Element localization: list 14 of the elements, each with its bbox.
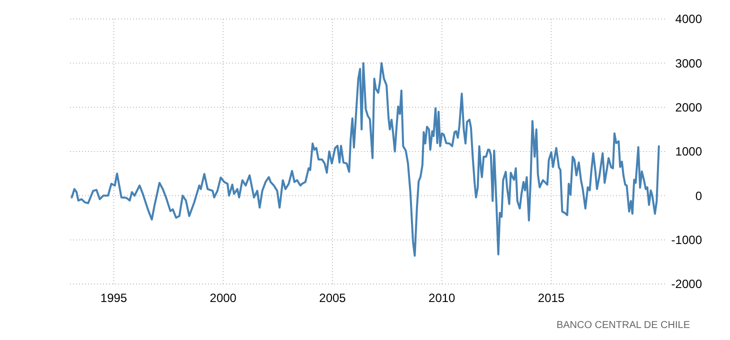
x-tick-label: 2015 [538, 291, 565, 305]
line-series [70, 62, 660, 257]
x-tick-label: 2010 [428, 291, 456, 305]
x-tick-label: 1995 [100, 291, 128, 305]
x-tick-label: 2005 [319, 291, 346, 305]
y-tick-label: -1000 [671, 233, 702, 248]
y-tick-label: 2000 [675, 100, 702, 115]
y-tick-label: 0 [695, 188, 702, 203]
y-tick-label: 1000 [675, 144, 702, 159]
y-tick-label: 3000 [675, 56, 702, 70]
y-tick-label: 4000 [675, 12, 702, 26]
x-tick-label: 2000 [210, 291, 237, 305]
text: BANCO CENTRAL DE CHILE [556, 320, 690, 331]
y-tick-label: -2000 [671, 277, 702, 292]
